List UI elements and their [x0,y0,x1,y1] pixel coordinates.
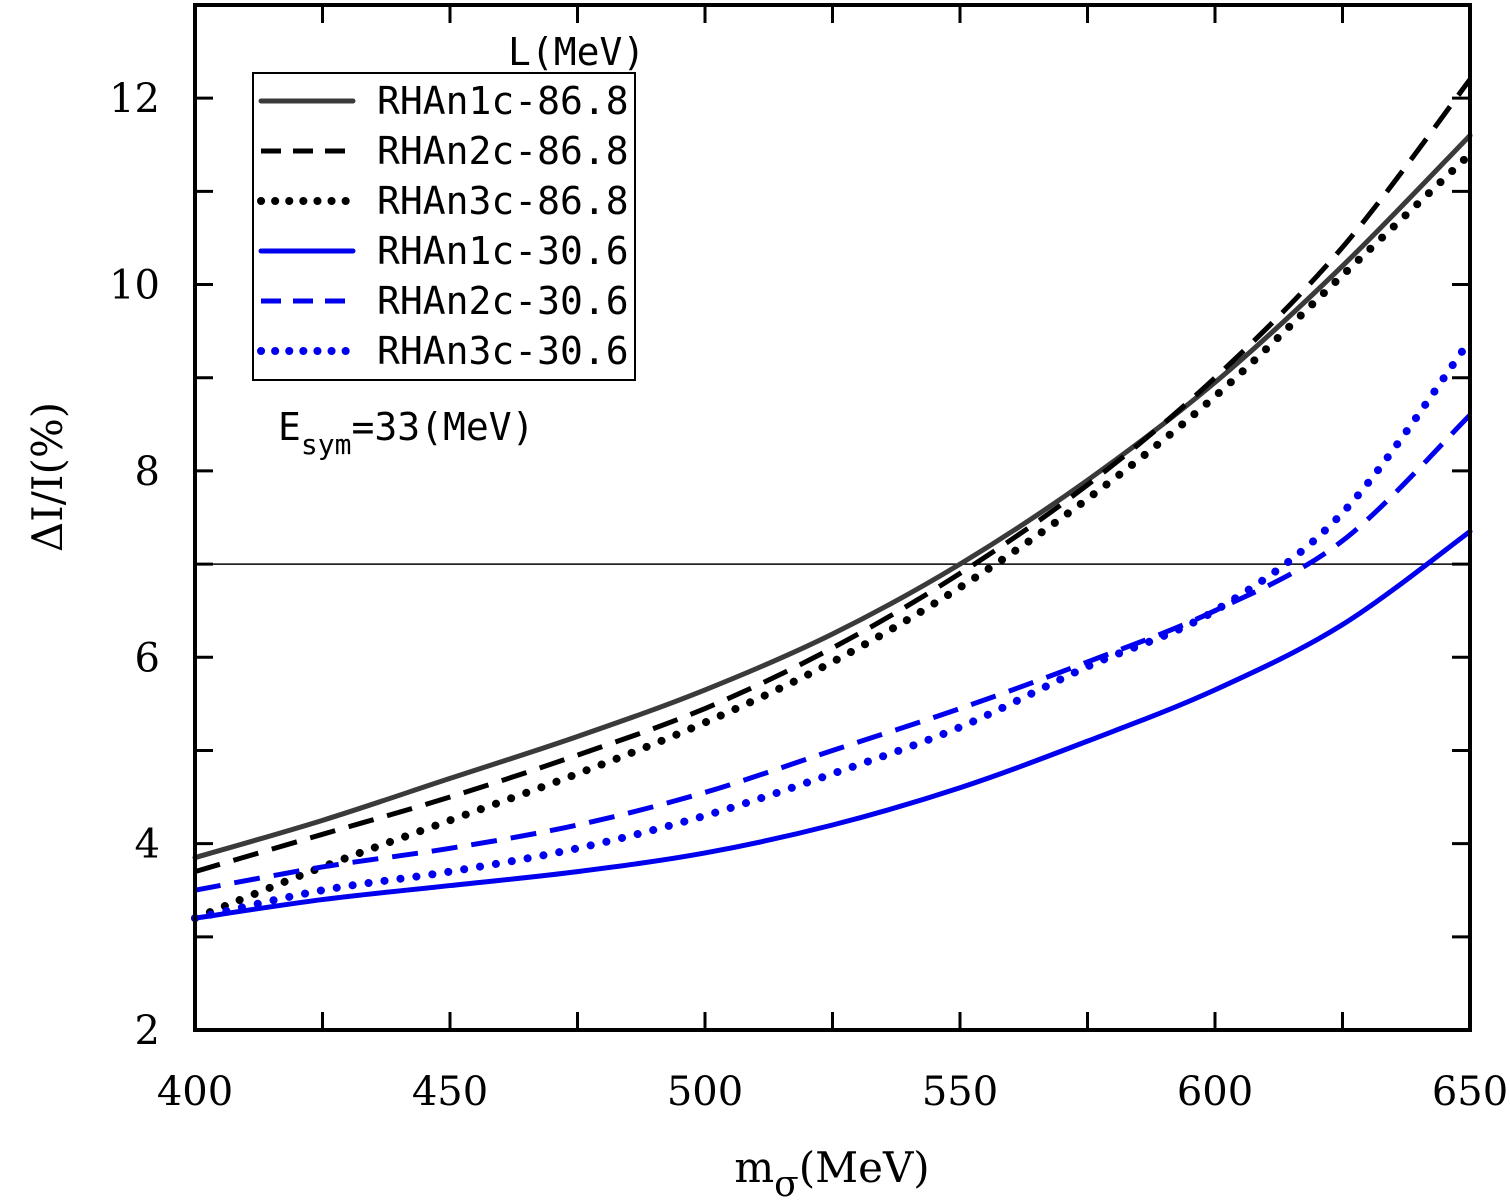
x-tick-label: 600 [1177,1069,1253,1115]
x-axis-title-main: m [734,1143,774,1192]
legend-label: RHAn3c-30.6 [377,329,629,373]
esym-annotation: Esym=33(MeV) [278,405,535,461]
x-tick-label: 550 [922,1069,998,1115]
legend-label: RHAn1c-30.6 [377,229,629,273]
x-tick-label: 450 [412,1069,488,1115]
x-tick-label: 400 [157,1069,233,1115]
legend-label: RHAn1c-86.8 [377,79,629,123]
series-line-rhan2c-30_6 [194,413,1472,893]
series-line-rhan3c-30_6 [191,336,1474,923]
legend-title: L(MeV) [508,30,645,74]
y-tick-label: 12 [109,76,160,122]
series-line-rhan3c-86_8 [191,150,1474,923]
series-line-rhan1c-30_6 [192,528,1473,921]
y-tick-label: 4 [135,822,160,868]
x-tick-label: 500 [667,1069,743,1115]
x-axis-title: mσ(MeV) [734,1143,929,1202]
legend-label: RHAn2c-86.8 [377,129,629,173]
y-axis-title: ΔI/I(%) [23,402,72,552]
legend-label: RHAn3c-86.8 [377,179,629,223]
y-tick-label: 2 [135,1008,160,1054]
y-tick-label: 6 [135,635,160,681]
series-line-rhan1c-86_8 [192,132,1473,861]
legend-label: RHAn2c-30.6 [377,279,629,323]
x-axis-title-sub: σ [774,1164,799,1202]
y-tick-label: 10 [109,263,160,309]
x-tick-label: 650 [1432,1069,1508,1115]
x-axis-title-unit: (MeV) [799,1143,930,1192]
esym-annotation-sub: sym [301,428,352,461]
esym-annotation-main: E [278,405,301,449]
legend-box [252,72,636,381]
esym-annotation-rest: =33(MeV) [351,405,534,449]
y-tick-label: 8 [135,449,160,495]
